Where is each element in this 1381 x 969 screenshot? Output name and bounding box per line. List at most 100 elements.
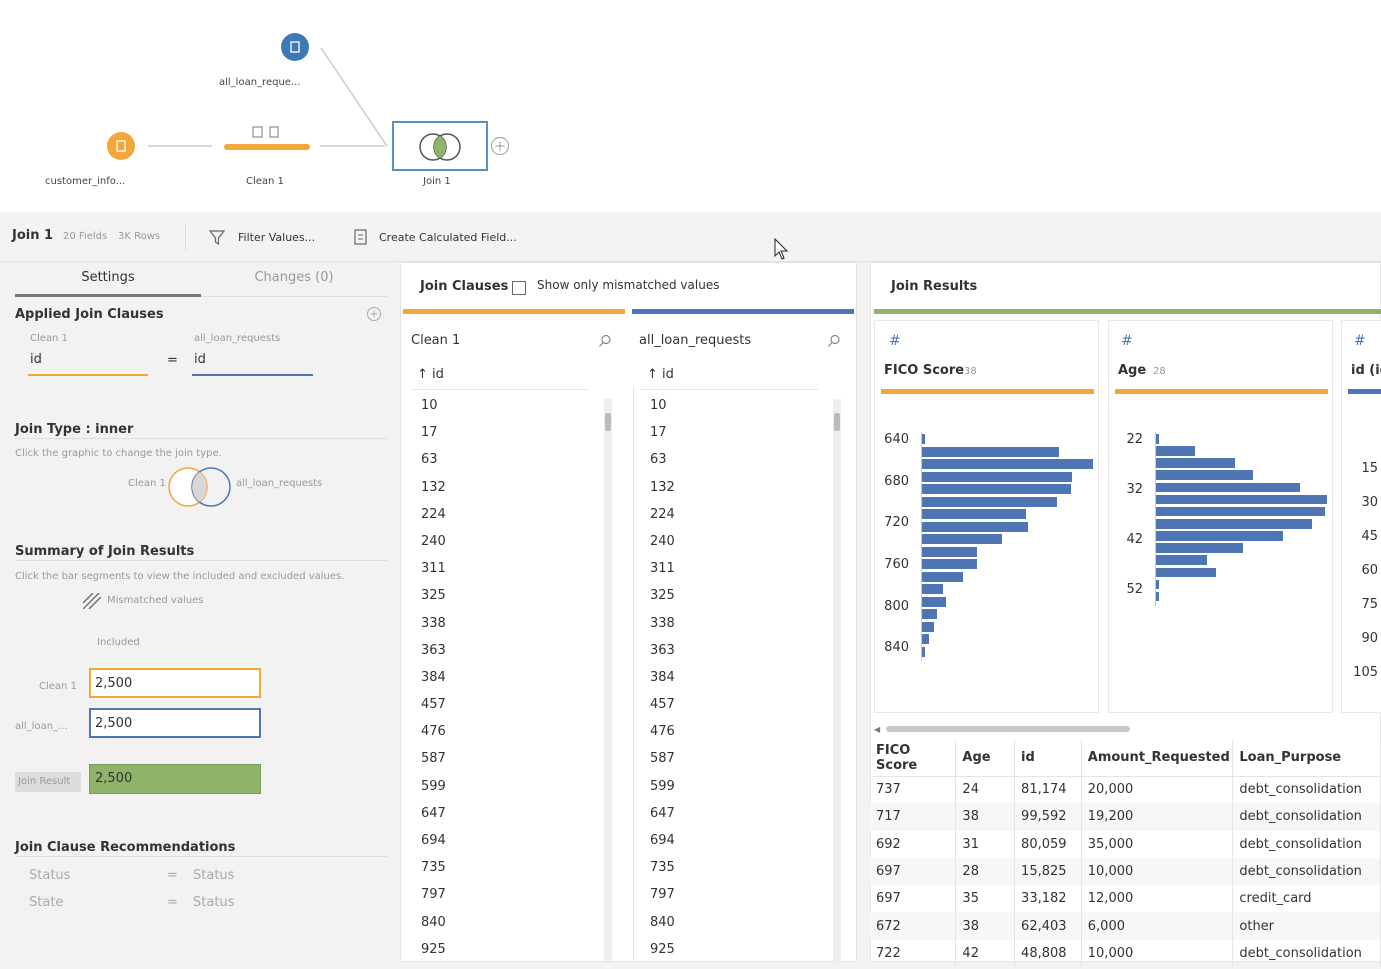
grid-column-header[interactable]: Age [955,740,1016,777]
histogram-bar[interactable] [1156,482,1300,493]
histogram-bar[interactable] [922,559,977,569]
id-value[interactable]: 587 [421,751,446,767]
mismatch-checkbox[interactable] [512,281,526,295]
id-value[interactable]: 363 [650,642,675,658]
histogram-bar[interactable] [922,521,1029,532]
summary-bar-all-loan[interactable]: 2,500 [89,708,261,738]
recommendation-row[interactable]: State = Status [29,895,279,915]
recommendation-row[interactable]: Status = Status [29,868,279,888]
id-value[interactable]: 224 [421,506,446,522]
grid-cell[interactable]: debt_consolidation [1232,939,1381,968]
id-value[interactable]: 240 [421,533,446,549]
grid-cell[interactable]: 42 [955,939,1016,968]
grid-column-header[interactable]: id [1014,740,1082,777]
left-id-list[interactable]: 10 17 63 132 224 240 311 325 338 363 384 457 476 587 5… [421,398,446,969]
histogram-bar[interactable] [1156,506,1326,517]
grid-cell[interactable]: 48,808 [1014,939,1082,968]
grid-cell[interactable]: 722 [870,939,957,968]
grid-row[interactable]: 692 31 80,059 35,000 debt_consolidation [870,830,1381,858]
grid-cell[interactable]: debt_consolidation [1232,803,1381,831]
histogram-bar[interactable] [1156,531,1283,541]
grid-cell[interactable]: 717 [870,803,957,831]
id-value[interactable]: 311 [421,561,446,577]
scroll-thumb[interactable] [886,726,1130,732]
grid-cell[interactable]: debt_consolidation [1232,857,1381,886]
grid-column-header[interactable]: Loan_Purpose [1232,740,1381,777]
id-value[interactable]: 925 [650,941,675,957]
grid-cell[interactable]: 33,182 [1014,885,1082,913]
id-value[interactable]: 647 [421,805,446,821]
grid-cell[interactable]: 697 [870,857,957,886]
id-value[interactable]: 132 [650,479,675,495]
grid-cell[interactable]: 20,000 [1081,776,1234,804]
profile-card-fico-score[interactable]: # FICO Score 38 640 680 720 760 800 840 [874,320,1099,713]
summary-bar-join-result[interactable]: 2,500 [89,764,261,794]
grid-cell[interactable]: 31 [955,830,1016,858]
histogram-bar[interactable] [922,496,1058,507]
create-calculated-field-button[interactable]: Create Calculated Field... [353,226,517,248]
grid-cell[interactable]: 28 [955,857,1016,886]
id-value[interactable]: 457 [650,697,675,713]
flow-node-join-1[interactable] [392,121,488,171]
histogram-bar[interactable] [1156,470,1254,481]
grid-cell[interactable]: 35,000 [1081,830,1234,858]
right-column-field[interactable]: ↑ id [647,367,674,382]
grid-cell[interactable]: 38 [955,803,1016,831]
histogram-bar[interactable] [1156,591,1160,602]
grid-column-header[interactable]: Amount_Requested [1081,740,1234,777]
tab-settings[interactable]: Settings [15,270,201,297]
id-value[interactable]: 587 [650,751,675,767]
histogram-bar[interactable] [922,584,943,594]
grid-cell[interactable]: 99,592 [1014,803,1082,831]
search-icon[interactable] [827,334,841,348]
grid-row[interactable]: 717 38 99,592 19,200 debt_consolidation [870,803,1381,831]
grid-column-header[interactable]: FICO Score [870,740,957,777]
histogram-bar[interactable] [922,596,946,607]
histogram-bar[interactable] [1156,494,1327,505]
grid-cell[interactable]: credit_card [1232,885,1381,913]
id-value[interactable]: 797 [650,887,675,903]
grid-cell[interactable]: 737 [870,776,957,804]
id-value[interactable]: 63 [650,452,667,468]
tab-changes[interactable]: Changes (0) [201,270,387,297]
filter-values-button[interactable]: Filter Values... [208,226,315,248]
id-value[interactable]: 925 [421,941,446,957]
id-value[interactable]: 599 [650,778,675,794]
grid-cell[interactable]: debt_consolidation [1232,776,1381,804]
profile-card-age[interactable]: # Age 28 22 32 42 52 [1108,320,1333,713]
id-value[interactable]: 132 [421,479,446,495]
grid-cell[interactable]: 12,000 [1081,885,1234,913]
histogram-bar[interactable] [922,446,1059,457]
histogram-bar[interactable] [1156,555,1208,566]
id-value[interactable]: 840 [421,914,446,930]
histogram-bar[interactable] [1156,446,1196,456]
id-value[interactable]: 694 [650,833,675,848]
grid-row[interactable]: 697 35 33,182 12,000 credit_card [870,885,1381,913]
histogram-bar[interactable] [922,621,934,632]
grid-cell[interactable]: debt_consolidation [1232,830,1381,858]
id-value[interactable]: 735 [421,860,446,876]
grid-cell[interactable]: 62,403 [1014,912,1082,940]
right-list-scrollbar[interactable] [833,399,841,963]
plus-circle-icon[interactable] [489,135,511,157]
id-value[interactable]: 647 [650,805,675,821]
grid-cell[interactable]: 672 [870,912,957,940]
id-value[interactable]: 694 [421,833,446,848]
id-value[interactable]: 63 [421,452,438,468]
id-value[interactable]: 224 [650,506,675,522]
grid-row[interactable]: 672 38 62,403 6,000 other [870,912,1381,940]
right-join-field[interactable]: id [192,352,313,376]
histogram-bar[interactable] [1156,458,1235,468]
id-value[interactable]: 599 [421,778,446,794]
left-column-field[interactable]: ↑ id [417,367,444,382]
id-value[interactable]: 840 [650,914,675,930]
histogram-bar[interactable] [1156,579,1160,590]
grid-row[interactable]: 722 42 48,808 10,000 debt_consolidation [870,939,1381,968]
id-value[interactable]: 797 [421,887,446,903]
grid-cell[interactable]: 10,000 [1081,857,1234,886]
id-value[interactable]: 457 [421,697,446,713]
id-value[interactable]: 476 [650,724,675,740]
grid-cell[interactable]: other [1232,912,1381,940]
join-type-venn[interactable] [165,464,235,510]
histogram-bar[interactable] [922,509,1027,519]
